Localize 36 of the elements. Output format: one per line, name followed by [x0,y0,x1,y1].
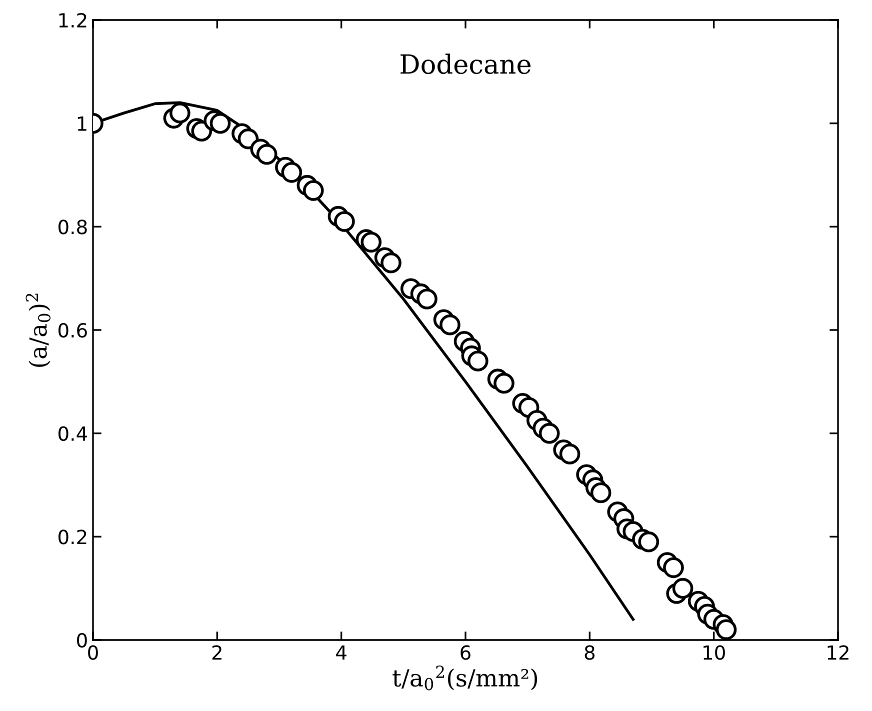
point [302,180,324,201]
x-tick-label: 2 [212,645,222,660]
point [716,619,737,640]
point [440,314,460,336]
point [334,211,355,232]
y-tick-label: 1 [78,116,86,131]
x-tick-label: 4 [336,645,346,660]
y-tick-label: 0.4 [58,426,88,441]
point [638,531,660,552]
y-tick-label: 0.2 [58,530,86,544]
point [468,350,488,372]
x-tick-label: 8 [584,645,595,660]
y-tick-label: 0.8 [58,220,87,234]
point [538,422,560,444]
point [256,144,278,165]
point [590,482,612,504]
x-tick-label: 10 [704,645,725,660]
point [380,252,402,274]
y-axis-title: (a/a$_{0}$)$^{2}$ [26,294,50,367]
point [416,288,438,310]
point [672,578,694,599]
point [559,444,580,464]
x-tick-label: 0 [88,645,98,660]
text: Dodecane [400,54,531,74]
y-tick-label: 0 [77,632,87,648]
point [494,372,514,394]
point [281,162,302,183]
x-tick-label: 6 [460,645,470,660]
y-tick-label: 0.6 [58,322,87,338]
x-axis-title: t/a$_{0}$$^{2}$(s/mm²) [392,666,538,690]
y-tick-label: 1.2 [59,12,86,28]
x-tick-label: 12 [828,645,848,660]
point [360,232,382,253]
point [663,557,684,578]
point [170,102,190,124]
point [210,112,231,134]
